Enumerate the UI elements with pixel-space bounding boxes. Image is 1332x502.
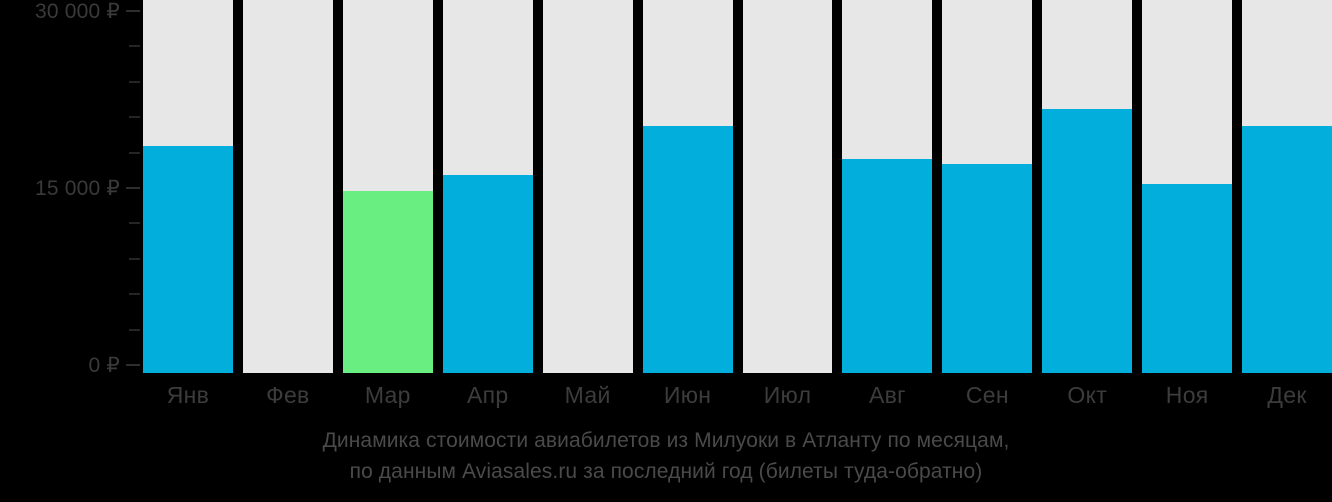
x-axis-label-апр: Апр bbox=[466, 382, 509, 408]
bar-column-сен[interactable] bbox=[942, 0, 1033, 373]
x-axis-label-сен: Сен bbox=[965, 382, 1009, 408]
y-axis-tick-mark bbox=[129, 222, 140, 225]
bar-column-июл[interactable] bbox=[742, 0, 833, 373]
bar-column-июн[interactable] bbox=[642, 0, 733, 373]
y-axis-tick-mark bbox=[129, 116, 140, 119]
y-axis-tick-label: 0 ₽ bbox=[88, 353, 120, 377]
caption-line-subtitle: по данным Aviasales.ru за последний год … bbox=[349, 460, 983, 483]
bar-value-апр[interactable] bbox=[442, 175, 533, 373]
bar-value-июн[interactable] bbox=[642, 126, 733, 373]
bar-value-дек[interactable] bbox=[1242, 126, 1332, 373]
y-axis-tick-mark bbox=[129, 45, 140, 48]
x-axis-label-май: Май bbox=[564, 382, 611, 408]
bar-track bbox=[742, 0, 833, 373]
bar-value-мар[interactable] bbox=[342, 190, 433, 373]
y-axis-tick-mark bbox=[129, 328, 140, 331]
bar-value-янв[interactable] bbox=[143, 146, 233, 373]
bar-column-мар[interactable] bbox=[342, 0, 433, 373]
y-axis-tick-mark bbox=[126, 364, 140, 366]
x-axis: Янв Фев Мар Апр Май Июн Июл Авг Сен Окт Ноя Дек bbox=[143, 375, 1332, 415]
bar-value-ноя[interactable] bbox=[1142, 184, 1233, 373]
y-axis-tick-mark bbox=[126, 187, 140, 189]
bar-column-фев[interactable] bbox=[242, 0, 333, 373]
x-axis-label-окт: Окт bbox=[1067, 382, 1108, 408]
y-axis-tick-mark bbox=[129, 293, 140, 296]
bar-value-авг[interactable] bbox=[842, 158, 933, 373]
y-axis-tick-mark bbox=[129, 151, 140, 154]
bar-track bbox=[242, 0, 333, 373]
bar-column-ноя[interactable] bbox=[1142, 0, 1233, 373]
bar-track bbox=[542, 0, 633, 373]
y-axis-tick-mark bbox=[129, 80, 140, 83]
x-axis-label-июн: Июн bbox=[663, 382, 712, 408]
bar-column-окт[interactable] bbox=[1042, 0, 1133, 373]
y-axis-tick-label: 30 000 ₽ bbox=[34, 0, 120, 23]
x-axis-label-янв: Янв bbox=[166, 382, 210, 408]
x-axis-label-авг: Авг bbox=[868, 382, 906, 408]
plot-area bbox=[143, 0, 1332, 373]
chart-caption: Динамика стоимости авиабилетов из Милуок… bbox=[0, 425, 1332, 487]
bar-column-авг[interactable] bbox=[842, 0, 933, 373]
y-axis: 30 000 ₽ 15 000 ₽ 0 ₽ bbox=[0, 0, 140, 377]
y-axis-tick-label: 15 000 ₽ bbox=[34, 176, 120, 200]
y-axis-tick-mark bbox=[129, 257, 140, 260]
y-axis-tick-mark bbox=[126, 10, 140, 12]
x-axis-label-июл: Июл bbox=[763, 382, 812, 408]
x-axis-label-дек: Дек bbox=[1267, 382, 1307, 408]
x-axis-label-ноя: Ноя bbox=[1165, 382, 1209, 408]
caption-line-title: Динамика стоимости авиабилетов из Милуок… bbox=[322, 429, 1010, 452]
bar-column-апр[interactable] bbox=[442, 0, 533, 373]
bar-value-окт[interactable] bbox=[1042, 108, 1133, 373]
bar-value-сен[interactable] bbox=[942, 164, 1033, 373]
x-axis-label-мар: Мар bbox=[364, 382, 411, 408]
bar-column-май[interactable] bbox=[542, 0, 633, 373]
bar-column-дек[interactable] bbox=[1242, 0, 1332, 373]
bar-column-янв[interactable] bbox=[143, 0, 233, 373]
x-axis-label-фев: Фев bbox=[266, 382, 310, 408]
